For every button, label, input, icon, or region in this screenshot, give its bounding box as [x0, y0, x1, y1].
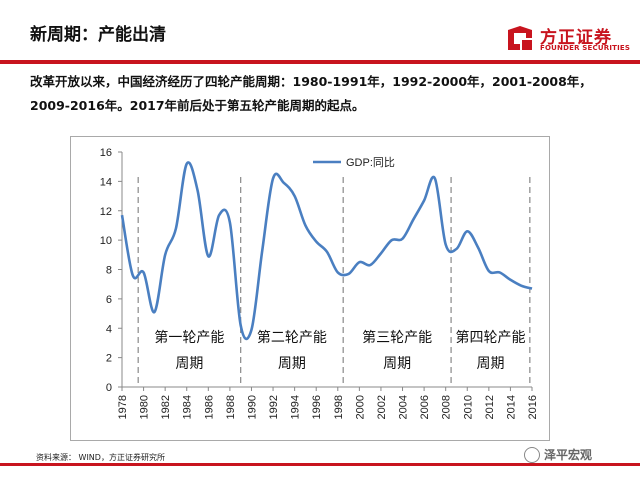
- x-tick-label: 1980: [139, 395, 151, 419]
- y-tick-label: 2: [106, 353, 112, 365]
- y-tick-label: 10: [100, 235, 112, 247]
- x-tick-label: 2014: [505, 395, 517, 419]
- logo-subtext: FOUNDER SECURITIES: [540, 44, 631, 52]
- cycle-label: 第四轮产能: [455, 329, 525, 346]
- x-tick-label: 1996: [311, 395, 323, 419]
- x-tick-label: 1986: [203, 395, 215, 419]
- x-tick-label: 1978: [117, 395, 129, 419]
- company-logo: 方正证券 FOUNDER SECURITIES: [506, 22, 630, 56]
- x-tick-label: 1998: [333, 395, 345, 419]
- x-tick-label: 2012: [484, 395, 496, 419]
- cycle-label: 周期: [278, 356, 306, 372]
- summary-text: 改革开放以来，中国经济经历了四轮产能周期：1980-1991年，1992-200…: [30, 74, 592, 113]
- x-tick-label: 2010: [462, 395, 474, 419]
- cycle-label: 周期: [383, 356, 411, 372]
- x-tick-label: 2004: [398, 395, 410, 419]
- x-tick-label: 2008: [441, 395, 453, 419]
- cycle-label: 第二轮产能: [257, 329, 327, 346]
- cycle-label: 周期: [476, 356, 504, 372]
- slide-title: 新周期：产能出清: [30, 25, 166, 45]
- x-tick-label: 2000: [354, 395, 366, 419]
- header-rule: [0, 60, 640, 64]
- x-tick-label: 1982: [160, 395, 172, 419]
- cycle-label: 第三轮产能: [362, 329, 432, 346]
- gdp-chart: 0 2 4 6 8 10 12 14 16 1978 1980 1982 1984 1986 1988 199…: [100, 147, 539, 419]
- y-tick-label: 14: [100, 176, 112, 188]
- x-tick-label: 2016: [527, 395, 539, 419]
- logo-text: 方正证券: [540, 28, 612, 48]
- source-note: 资料来源： WIND，方正证券研究所: [36, 453, 165, 462]
- chart-container: 0 2 4 6 8 10 12 14 16 1978 1980 1982 1984 1986 1988 199…: [70, 136, 550, 441]
- x-tick-label: 1984: [182, 395, 194, 419]
- series-line-gdp: [120, 161, 533, 341]
- y-tick-label: 8: [106, 265, 112, 277]
- y-tick-label: 0: [106, 382, 112, 394]
- x-tick-label: 1990: [246, 395, 258, 419]
- watermark: 泽平宏观: [524, 446, 592, 464]
- cycle-label: 第一轮产能: [154, 329, 224, 346]
- x-tick-label: 1988: [225, 395, 237, 419]
- x-tick-label: 1994: [290, 395, 302, 419]
- y-tick-label: 12: [100, 206, 112, 218]
- cycle-label: 周期: [175, 356, 203, 372]
- wechat-icon: [524, 446, 540, 463]
- y-tick-label: 4: [106, 323, 112, 335]
- y-tick-label: 6: [106, 294, 112, 306]
- watermark-text: 泽平宏观: [544, 448, 593, 462]
- x-tick-label: 2002: [376, 395, 388, 419]
- legend-label: GDP:同比: [346, 156, 395, 169]
- x-tick-label: 1992: [268, 395, 280, 419]
- logo-mark-icon: [508, 26, 532, 50]
- x-tick-label: 2006: [419, 395, 431, 419]
- y-tick-label: 16: [100, 147, 112, 159]
- footer-rule: [0, 463, 640, 466]
